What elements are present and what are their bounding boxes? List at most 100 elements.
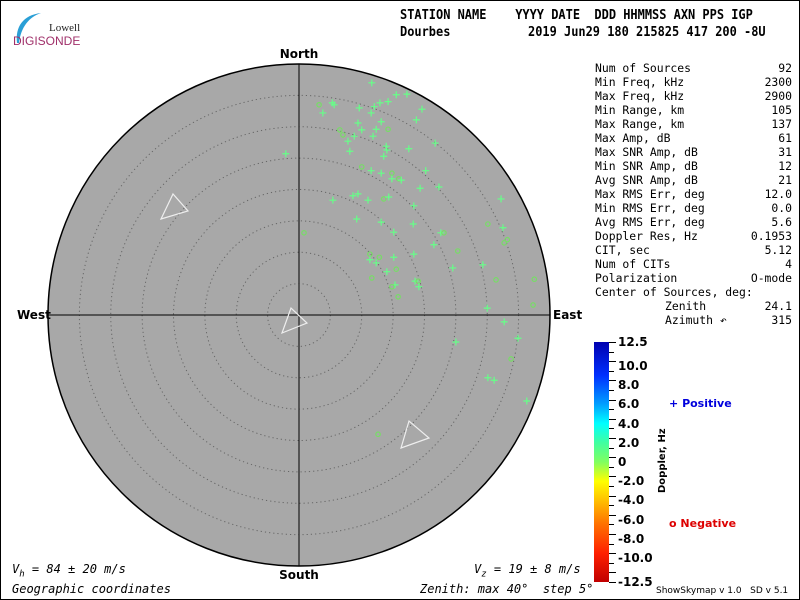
positive-source-point xyxy=(383,268,391,276)
colorbar-tick xyxy=(609,524,614,526)
positive-source-point xyxy=(377,218,385,226)
positive-source-point xyxy=(392,91,400,99)
positive-source-point xyxy=(367,167,375,175)
vh-symbol: V xyxy=(12,562,20,576)
positive-source-point xyxy=(350,132,358,140)
colorbar-tick xyxy=(609,486,614,487)
positive-source-point xyxy=(437,229,445,237)
stat-label: Max SNR Amp, dB xyxy=(595,145,698,159)
negative-source-point xyxy=(415,278,422,284)
negative-source-point xyxy=(358,164,365,170)
positive-source-point xyxy=(369,132,377,140)
negative-source-point xyxy=(301,229,307,236)
positive-source-point xyxy=(430,241,438,249)
colorbar-label: 6.0 xyxy=(618,397,640,412)
logo-swoosh-icon: Lowell DIGISONDE xyxy=(13,13,80,48)
stat-label: Min SNR Amp, dB xyxy=(595,159,698,173)
stat-value: 0.0 xyxy=(771,201,792,215)
colorbar-tick xyxy=(609,351,614,353)
stat-label: Azimuth ↶ xyxy=(665,313,727,327)
stat-row: Zenith 24.1 xyxy=(595,299,792,313)
colorbar-tick xyxy=(609,466,614,468)
positive-source-point xyxy=(346,147,354,155)
positive-source-point xyxy=(390,253,398,261)
negative-source-point xyxy=(375,431,381,438)
negative-source-point xyxy=(504,236,511,243)
stat-value: 21 xyxy=(778,173,792,187)
negative-source-point xyxy=(393,266,400,272)
colorbar-label: 10.0 xyxy=(618,359,648,373)
stat-label: Max Range, km xyxy=(595,117,685,131)
colorbar-tick xyxy=(609,543,614,545)
logo-line1: Lowell xyxy=(49,22,80,34)
legend-positive: + Positive xyxy=(669,397,732,410)
stat-value: 315 xyxy=(771,313,792,327)
label-east: East xyxy=(553,308,582,322)
positive-source-point xyxy=(410,250,418,258)
positive-source-point xyxy=(385,193,393,201)
colorbar-tick xyxy=(609,428,614,430)
positive-source-point xyxy=(372,125,380,133)
positive-source-point xyxy=(354,119,362,127)
negative-source-point xyxy=(508,356,514,362)
positive-source-point xyxy=(368,79,376,87)
positive-source-point xyxy=(376,99,384,107)
stat-label: Num of Sources xyxy=(595,61,692,75)
colorbar-label: -4.0 xyxy=(618,493,645,508)
positive-source-point xyxy=(452,338,460,346)
positive-source-point xyxy=(377,118,385,126)
positive-source-point xyxy=(355,104,363,112)
vh-readout: Vh = 84 ± 20 m/s xyxy=(12,562,126,579)
antenna-triangle-icon xyxy=(400,419,431,449)
colorbar-label: -10.0 xyxy=(618,551,653,565)
negative-source-point xyxy=(493,277,499,283)
positive-source-point xyxy=(411,277,419,285)
label-south: South xyxy=(279,568,319,582)
stat-label: Avg SNR Amp, dB xyxy=(595,173,698,187)
positive-source-point xyxy=(415,283,423,291)
negative-source-point xyxy=(395,294,401,300)
colorbar-tick xyxy=(609,390,614,391)
colorbar-label: -2.0 xyxy=(618,474,645,489)
positive-source-point xyxy=(390,228,398,236)
positive-source-point xyxy=(384,98,392,106)
colorbar-label: 0 xyxy=(618,455,627,469)
positive-source-point xyxy=(344,137,352,145)
positive-source-point xyxy=(483,304,491,312)
colorbar-tick xyxy=(609,553,616,555)
negative-source-point xyxy=(441,229,447,236)
stat-label: Zenith xyxy=(665,299,707,313)
statistics-panel: Num of Sources 92 Min Freq, kHz 2300 Max Fre… xyxy=(595,61,792,327)
positive-source-point xyxy=(490,376,498,384)
legend-positive-label: Positive xyxy=(682,397,732,410)
negative-source-point xyxy=(316,101,322,108)
stat-row: Max Freq, kHz 2900 xyxy=(595,89,792,103)
header-labels: STATION NAME YYYY DATE DDD HHMMSS AXN PP… xyxy=(400,8,753,23)
stat-row: Doppler Res, Hz 0.1953 xyxy=(595,229,792,243)
stat-value: 5.6 xyxy=(771,215,792,229)
stat-row: Max RMS Err, deg 12.0 xyxy=(595,187,792,201)
positive-source-point xyxy=(330,101,338,109)
positive-source-point xyxy=(349,192,357,200)
positive-source-point xyxy=(364,196,372,204)
stat-value: 24.1 xyxy=(764,299,792,313)
positive-source-point xyxy=(497,195,505,203)
colorbar-tick xyxy=(609,514,616,516)
zenith-scale: Zenith: max 40° step 5° xyxy=(420,582,594,596)
positive-source-point xyxy=(449,264,457,272)
positive-source-point xyxy=(380,152,388,160)
stat-row: Avg RMS Err, deg 5.6 xyxy=(595,215,792,229)
positive-source-point xyxy=(366,256,374,264)
stat-value: 2300 xyxy=(764,75,792,89)
positive-source-point xyxy=(383,146,391,154)
stat-value: 31 xyxy=(778,145,792,159)
vz-readout: Vz = 19 ± 8 m/s xyxy=(474,562,581,579)
positive-source-point xyxy=(500,318,508,326)
negative-source-point xyxy=(530,302,536,308)
negative-source-point xyxy=(368,275,375,281)
positive-source-point xyxy=(410,202,418,210)
stat-value: 0.1953 xyxy=(750,229,792,243)
coordinate-system: Geographic coordinates xyxy=(12,582,171,596)
stat-row: Max SNR Amp, dB 31 xyxy=(595,145,792,159)
colorbar-tick xyxy=(609,342,616,343)
